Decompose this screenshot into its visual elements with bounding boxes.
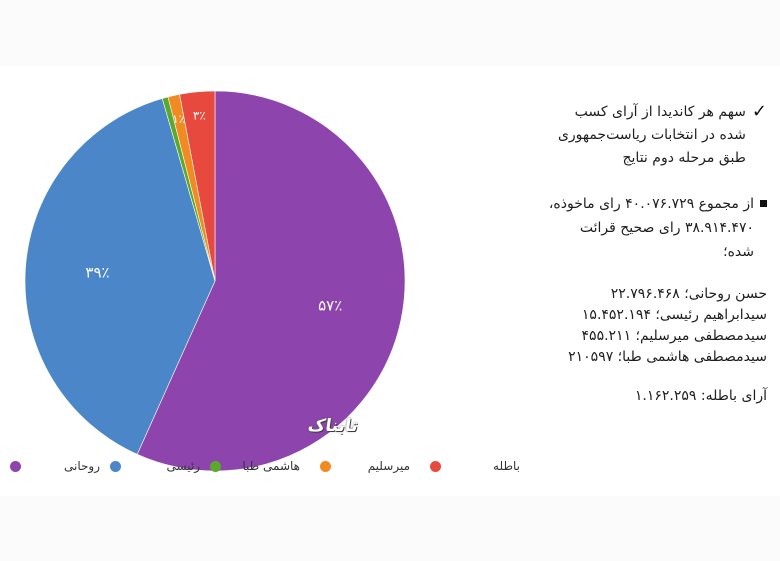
candidate-votes-list: حسن روحانی؛ ۲۲.۷۹۶.۴۶۸ سیدابراهیم رئیسی؛… — [545, 284, 767, 368]
square-bullet-icon — [760, 200, 767, 207]
legend-item-1: رئیسی — [110, 459, 200, 473]
legend-item-4: باطله — [430, 459, 520, 473]
slice-label-4: ۳٪ — [193, 109, 206, 123]
vote-line-mirsalim: سیدمصطفی میرسلیم؛ ۴۵۵.۲۱۱ — [581, 328, 767, 344]
chart-legend: روحانی رئیسی هاشمی طبا میرسلیم باطله — [0, 459, 520, 483]
watermark-logo: تابناک — [306, 416, 360, 436]
chart-panel: ۵۷٪ ۳۹٪ ۱٪ ۳٪ تابناک ✓ سهم هر کاندیدا از آر… — [0, 66, 780, 496]
info-panel: ✓ سهم هر کاندیدا از آرای کسب شده در انتخ… — [545, 101, 767, 404]
legend-item-2: هاشمی طبا — [210, 459, 300, 473]
pie-chart: ۵۷٪ ۳۹٪ ۱٪ ۳٪ تابناک — [0, 66, 430, 496]
checkmark-icon: ✓ — [751, 101, 767, 122]
slice-label-1: ۳۹٪ — [85, 264, 109, 282]
total-votes-text: از مجموع ۴۰.۰۷۶.۷۲۹ رای ماخوذه، ۳۸.۹۱۴.۴… — [548, 196, 754, 260]
pie-slice-0 — [136, 90, 406, 472]
legend-dot-icon — [430, 460, 441, 472]
legend-item-0: روحانی — [10, 459, 100, 473]
slice-label-3: ۱٪ — [172, 112, 185, 126]
legend-dot-icon — [210, 460, 221, 472]
pie-slice-1 — [24, 98, 216, 455]
slice-label-0: ۵۷٪ — [318, 297, 342, 315]
vote-line-hashemitaba: سیدمصطفی هاشمی طبا؛ ۲۱۰۵۹۷ — [568, 349, 767, 365]
pie-slice-4 — [179, 90, 216, 282]
vote-line-rouhani: حسن روحانی؛ ۲۲.۷۹۶.۴۶۸ — [610, 286, 767, 302]
legend-label: باطله — [493, 459, 520, 473]
legend-label: هاشمی طبا — [242, 459, 300, 473]
legend-dot-icon — [320, 460, 331, 472]
legend-item-3: میرسلیم — [320, 459, 410, 473]
heading-text: سهم هر کاندیدا از آرای کسب شده در انتخاب… — [557, 104, 746, 166]
legend-dot-icon — [110, 460, 121, 472]
vote-line-raisi: سیدابراهیم رئیسی؛ ۱۵.۴۵۲.۱۹۴ — [581, 307, 767, 323]
total-votes-block: از مجموع ۴۰.۰۷۶.۷۲۹ رای ماخوذه، ۳۸.۹۱۴.۴… — [545, 192, 767, 264]
legend-label: رئیسی — [166, 459, 200, 473]
invalid-votes: آرای باطله: ۱.۱۶۲.۲۵۹ — [634, 388, 767, 404]
info-heading: ✓ سهم هر کاندیدا از آرای کسب شده در انتخ… — [545, 101, 767, 170]
legend-dot-icon — [10, 460, 21, 472]
pie-svg: ۵۷٪ ۳۹٪ ۱٪ ۳٪ — [24, 90, 406, 472]
legend-label: روحانی — [63, 459, 100, 473]
legend-label: میرسلیم — [367, 459, 410, 473]
